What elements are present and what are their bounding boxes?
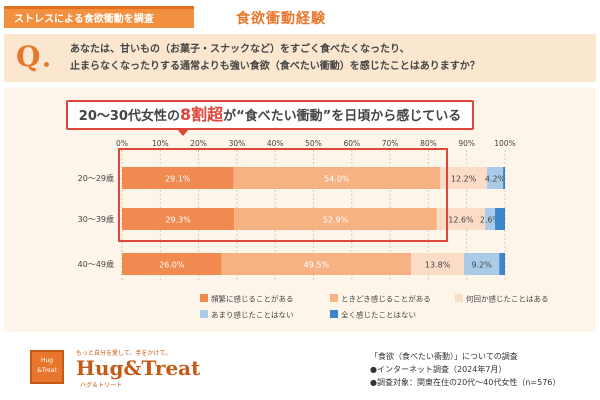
bar-segment: [411, 253, 465, 275]
x-tick-label: 20%: [190, 139, 207, 148]
legend-swatch: [330, 310, 338, 318]
data-label: 9.2%: [471, 261, 492, 270]
legend-label: ときどき感じることがある: [341, 294, 431, 304]
headline-emphasis: 8割超: [179, 105, 224, 124]
data-label: 12.2%: [451, 175, 477, 184]
data-label: 2.6%: [480, 216, 501, 225]
bar-segment: [464, 253, 500, 275]
bar-segment: [122, 167, 234, 189]
legend-label: あまり感じたことはない: [211, 310, 294, 320]
data-label: 29.3%: [165, 216, 191, 225]
header-tag: ストレスによる食欲衝動を調査: [4, 6, 194, 28]
question-line-1: あなたは、甘いもの（お菓子・スナックなど）をすごく食べたくなったり、: [70, 44, 410, 55]
survey-title: 「食欲（食べたい衝動）」についての調査: [370, 352, 518, 361]
bar-segment: [485, 208, 496, 230]
survey-method: ●インターネット調査（2024年7月）: [370, 365, 507, 374]
category-label: 30～39歳: [78, 214, 114, 224]
question-band: Q あなたは、甘いもの（お菓子・スナックなど）をすごく食べたくなったり、 止まら…: [4, 34, 596, 82]
data-label: 52.9%: [323, 216, 349, 225]
x-tick-label: 30%: [229, 139, 246, 148]
data-label: 4.2%: [485, 175, 506, 184]
x-tick-label: 70%: [382, 139, 399, 148]
logo-mark-line-1: Hug: [40, 357, 54, 364]
data-label: 49.5%: [304, 261, 330, 270]
brand-logo: Hug &Treat もっと自分を愛して、手をかけて。 Hug&Treat ハグ…: [30, 350, 200, 389]
bar-segment: [440, 167, 487, 189]
bar-segment: [122, 208, 235, 230]
page-title: 食欲衝動経験: [236, 11, 326, 27]
bar-segment: [499, 253, 505, 275]
data-label: 29.1%: [165, 175, 191, 184]
legend-swatch: [330, 294, 338, 302]
x-tick-label: 100%: [494, 139, 515, 148]
legend-label: 全く感じたことはない: [341, 310, 416, 320]
headline-callout: 20～30代女性の8割超が“食べたい衝動”を日頃から感じている: [66, 100, 474, 130]
question-line-2: 止まらなくなったりする通常よりも強い食欲（食べたい衝動）を感じたことはありますか…: [70, 61, 480, 72]
x-tick-label: 10%: [152, 139, 169, 148]
bar-segment: [486, 167, 504, 189]
bar-segment: [233, 167, 441, 189]
legend-swatch: [200, 310, 208, 318]
x-tick-label: 50%: [305, 139, 322, 148]
data-label: 12.6%: [448, 216, 474, 225]
data-label: 13.8%: [425, 261, 451, 270]
x-tick-label: 80%: [420, 139, 437, 148]
logo-mark-line-2: &Treat: [37, 367, 57, 374]
survey-notes: 「食欲（食べたい衝動）」についての調査 ●インターネット調査（2024年7月） …: [370, 350, 560, 389]
logo-subtitle: ハグ＆トリート: [80, 382, 123, 389]
x-tick-label: 90%: [458, 139, 475, 148]
logo-mark-icon: Hug &Treat: [30, 350, 64, 384]
question-text: あなたは、甘いもの（お菓子・スナックなど）をすごく食べたくなったり、 止まらなく…: [70, 41, 590, 75]
category-label: 40～49歳: [78, 259, 114, 269]
legend-label: 頻繁に感じることがある: [211, 294, 294, 304]
survey-target: ●調査対象：関東在住の20代～40代女性（n=576）: [370, 378, 561, 387]
x-tick-label: 40%: [267, 139, 284, 148]
data-label: 54.0%: [324, 175, 350, 184]
data-label: 26.0%: [159, 261, 185, 270]
x-tick-label: 0%: [116, 139, 128, 148]
bar-segment: [503, 167, 505, 189]
bar-segment: [495, 208, 505, 230]
category-label: 20～29歳: [78, 173, 114, 183]
question-mark-icon: Q: [16, 40, 41, 73]
headline-after: が“食べたい衝動”を日頃から感じている: [223, 109, 462, 124]
legend-label: 何回か感じたことはある: [466, 294, 549, 304]
bar-segment: [234, 208, 437, 230]
bar-segment: [221, 253, 412, 275]
legend-swatch: [200, 294, 208, 302]
headline-before: 20～30代女性の: [78, 109, 180, 124]
logo-tagline: もっと自分を愛して、手をかけて。: [76, 350, 172, 357]
question-dot-icon: [44, 62, 49, 67]
logo-name: Hug&Treat: [76, 356, 201, 380]
headline-pointer-icon: [176, 128, 190, 136]
legend-swatch: [455, 294, 463, 302]
bar-segment: [122, 253, 222, 275]
bar-segment: [436, 208, 486, 230]
x-tick-label: 60%: [343, 139, 360, 148]
